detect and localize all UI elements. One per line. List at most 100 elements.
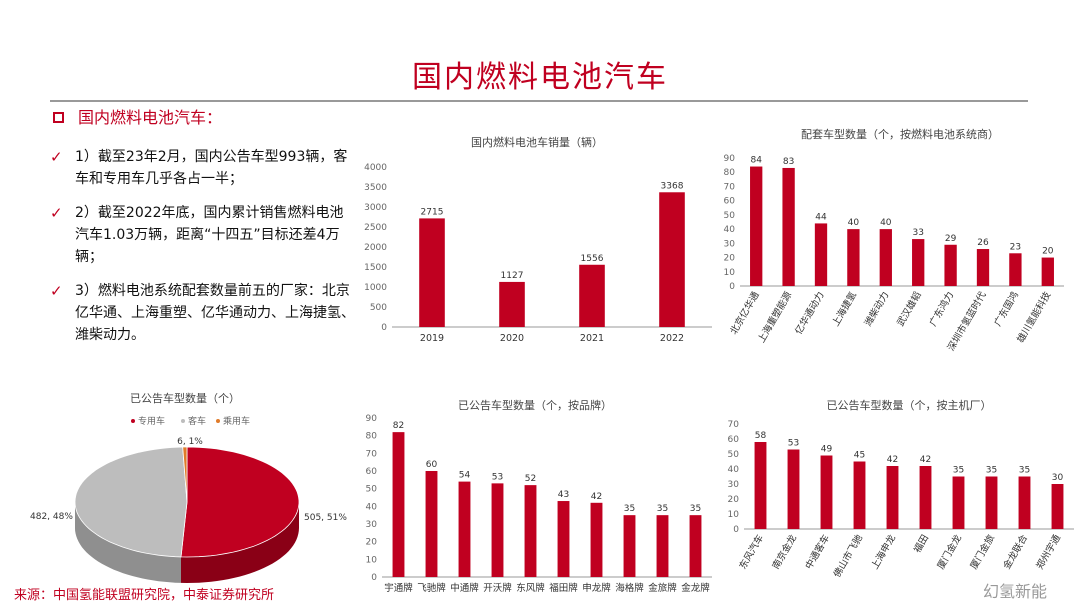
bar xyxy=(659,192,685,327)
bar-value-label: 30 xyxy=(1052,473,1064,483)
bar xyxy=(886,466,899,529)
bar xyxy=(782,167,795,286)
bar xyxy=(689,515,702,577)
bar xyxy=(820,455,833,529)
pie-slice xyxy=(74,446,188,558)
bar xyxy=(419,218,445,327)
bar-value-label: 20 xyxy=(1042,247,1054,257)
y-tick-label: 10 xyxy=(728,510,740,520)
bar-value-label: 3368 xyxy=(661,181,684,191)
square-bullet-icon xyxy=(53,112,64,123)
x-tick-label: 开沃牌 xyxy=(483,582,512,594)
bar-value-label: 2715 xyxy=(421,207,444,217)
summary-heading: 国内燃料电池汽车： xyxy=(50,106,355,134)
x-tick-label: 潍柴动力 xyxy=(862,290,891,329)
legend-marker xyxy=(131,419,135,423)
bar-value-label: 43 xyxy=(558,490,569,500)
bar-value-label: 60 xyxy=(426,460,438,470)
y-tick-label: 20 xyxy=(724,254,736,264)
oem-bar-chart: 已公告车型数量（个，按主机厂） 0 10 20 30 40 50 60 70 58 东风汽车 53 南京… xyxy=(728,398,1074,580)
watermark: 幻氢新能 xyxy=(983,582,1048,601)
bar-value-label: 26 xyxy=(977,238,989,248)
bar xyxy=(499,281,525,327)
bar xyxy=(392,432,405,577)
pie-slice xyxy=(180,446,300,558)
bar-value-label: 42 xyxy=(920,455,931,465)
y-tick-label: 60 xyxy=(724,197,736,207)
x-tick-label: 广东国鸿 xyxy=(992,290,1021,329)
y-tick-label: 10 xyxy=(366,555,378,565)
bar xyxy=(1009,253,1022,286)
chart-title: 已公告车型数量（个，按品牌） xyxy=(458,398,612,412)
y-tick-label: 0 xyxy=(733,525,739,535)
x-tick-label: 武汉雄韬 xyxy=(894,290,923,329)
y-tick-label: 90 xyxy=(724,154,736,164)
x-tick-label: 东风汽车 xyxy=(737,533,766,572)
y-tick-label: 40 xyxy=(366,502,378,512)
x-tick-label: 飞驰牌 xyxy=(417,582,446,594)
x-tick-label: 金龙牌 xyxy=(681,582,710,594)
x-tick-label: 金旅牌 xyxy=(648,582,677,594)
y-tick-label: 4000 xyxy=(364,163,387,173)
x-tick-label: 北京亿华通 xyxy=(728,289,762,337)
y-tick-label: 3000 xyxy=(364,203,387,213)
chart-title: 国内燃料电池车销量（辆） xyxy=(471,135,603,149)
bar xyxy=(590,502,603,577)
y-tick-label: 60 xyxy=(366,467,378,477)
bar xyxy=(425,471,438,577)
bullet-1-text: 1）截至23年2月，国内公告车型993辆，客车和专用车几乎各占一半； xyxy=(75,149,348,187)
bar xyxy=(579,264,605,327)
x-tick-label: 上海申龙 xyxy=(869,532,899,571)
bar xyxy=(524,485,537,577)
bar xyxy=(1051,484,1064,529)
bar-value-label: 35 xyxy=(624,504,635,514)
pie-slice-side xyxy=(75,502,181,583)
y-tick-label: 50 xyxy=(728,450,740,460)
check-icon: ✓ xyxy=(50,204,63,222)
sales-bar-chart: 国内燃料电池车销量（辆） 0 500 1000 1500 2000 2500 3000 3500… xyxy=(364,135,712,344)
x-tick-label: 中通客车 xyxy=(803,533,832,572)
x-tick-label: 2021 xyxy=(580,333,604,344)
bar-value-label: 42 xyxy=(591,492,602,502)
x-tick-label: 海格牌 xyxy=(615,582,644,594)
bar-value-label: 35 xyxy=(690,504,701,514)
y-tick-label: 70 xyxy=(728,420,740,430)
x-tick-label: 上海捷氢 xyxy=(830,289,860,328)
bar xyxy=(847,229,860,286)
system-supplier-bar-chart: 配套车型数量（个，按燃料电池系统商） 0 10 20 30 40 50 60 70 80 90 84 北… xyxy=(724,127,1064,353)
bar-value-label: 52 xyxy=(525,474,536,484)
bar-value-label: 23 xyxy=(1010,242,1021,252)
x-tick-label: 申龙牌 xyxy=(582,582,611,594)
bar-value-label: 82 xyxy=(393,421,404,431)
bar-value-label: 35 xyxy=(1019,466,1030,476)
bar xyxy=(985,476,998,529)
pie-slice-side xyxy=(181,502,299,583)
bar xyxy=(952,476,965,529)
y-tick-label: 20 xyxy=(728,495,740,505)
bar-value-label: 53 xyxy=(788,439,799,449)
bar-value-label: 58 xyxy=(755,431,767,441)
bar xyxy=(912,239,925,286)
x-tick-label: 宇通牌 xyxy=(384,582,413,594)
pie-label: 6, 1% xyxy=(177,437,203,447)
y-tick-label: 30 xyxy=(366,520,378,530)
bar xyxy=(944,244,957,286)
bar-value-label: 40 xyxy=(880,218,892,228)
summary-heading-text: 国内燃料电池汽车： xyxy=(78,108,223,127)
x-tick-label: 福田 xyxy=(911,533,931,555)
x-tick-label: 金龙联合 xyxy=(1001,532,1031,571)
y-tick-label: 30 xyxy=(728,480,740,490)
bar-value-label: 84 xyxy=(750,156,762,166)
check-icon: ✓ xyxy=(50,282,63,300)
bullet-3-text: 3）燃料电池系统配套数量前五的厂家：北京亿华通、上海重塑、亿华通动力、上海捷氢、… xyxy=(75,283,355,343)
x-tick-label: 东风牌 xyxy=(516,582,545,594)
bar-value-label: 35 xyxy=(986,466,997,476)
vehicle-type-pie-chart: 已公告车型数量（个） 专用车 客车 乘用车 6, 1% 505, 51% 482, 48% xyxy=(30,391,347,583)
check-icon: ✓ xyxy=(50,148,63,166)
bar-value-label: 33 xyxy=(912,228,923,238)
brand-bar-chart: 已公告车型数量（个，按品牌） 0 10 20 30 40 50 60 70 80 90 82 宇通牌 60… xyxy=(366,398,712,594)
x-tick-label: 福田牌 xyxy=(549,582,578,594)
x-tick-label: 2019 xyxy=(420,333,444,344)
y-tick-label: 20 xyxy=(366,538,378,548)
bullet-2: ✓ 2）截至2022年底，国内累计销售燃料电池汽车1.03万辆，距离“十四五”目… xyxy=(50,202,355,268)
